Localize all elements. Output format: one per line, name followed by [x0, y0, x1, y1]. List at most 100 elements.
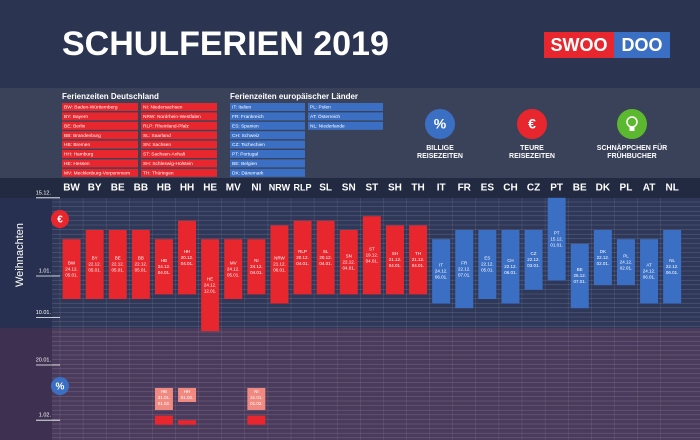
tick-label: 1.01.: [39, 268, 52, 274]
legend-swatch: [308, 103, 383, 111]
column-header: BY: [88, 183, 102, 194]
bar-start: 22.12.: [135, 262, 148, 267]
legend-swatch: [141, 131, 217, 140]
section-icon: [51, 377, 69, 395]
bar-start: 24.12.: [227, 266, 240, 271]
bar-code: NI: [254, 389, 259, 394]
bulb-base: [629, 127, 635, 131]
legend-swatch: [230, 103, 305, 111]
bar-end: 01.02.: [250, 401, 263, 406]
column-header: PL: [620, 183, 633, 194]
bar-code: HH: [184, 389, 191, 394]
badge-label: BILLIGE: [426, 145, 454, 152]
legend-swatch: [141, 103, 217, 111]
legend-item: SH: Schleswig-Holstein: [143, 161, 193, 167]
section-label: Weihnachten: [14, 223, 26, 287]
bar-code: BE: [577, 267, 583, 272]
badge-icon: [517, 109, 547, 139]
column-header: CZ: [527, 183, 540, 194]
legend-swatch: [62, 140, 138, 149]
bar-start: 22.12.: [527, 257, 540, 262]
bar-code: HB: [161, 258, 167, 263]
legend-swatch: [308, 112, 383, 121]
legend-item: PT: Portugal: [232, 152, 258, 158]
bar-start: 20.12.: [181, 255, 194, 260]
tick-label: 1.02.: [39, 413, 52, 419]
bar-end: 04.01.: [319, 261, 332, 266]
column-header: CH: [503, 183, 517, 194]
holiday-bar: [593, 230, 612, 286]
bar-start: 01.02.: [181, 395, 194, 400]
holiday-bar: [247, 415, 266, 425]
holiday-bar: [524, 230, 543, 290]
legend-item: CH: Schweiz: [232, 133, 260, 139]
column-header: AT: [643, 183, 656, 194]
bar-end: 07.01.: [573, 279, 586, 284]
bar-start: 24.12.: [158, 264, 171, 269]
bar-start: 22.12.: [481, 262, 494, 267]
tick-label: 20.01.: [36, 357, 52, 363]
column-header: BE: [573, 183, 587, 194]
bar-code: HH: [184, 249, 191, 254]
column-header: TH: [411, 183, 424, 194]
column-header: HH: [180, 183, 194, 194]
holiday-bar: [178, 220, 197, 295]
legend-item: CZ: Tschechien: [232, 142, 265, 148]
badge-symbol: %: [434, 116, 447, 132]
legend-item: HB: Bremen: [64, 142, 90, 148]
legend-item: BY: Bayern: [64, 114, 88, 120]
legend-item: AT: Österreich: [310, 113, 340, 120]
side-panel: [0, 328, 52, 440]
bar-start: 24.12.: [250, 264, 263, 269]
legend-swatch: [141, 168, 217, 177]
column-header: PT: [550, 183, 563, 194]
holiday-bar: [270, 225, 289, 304]
bar-code: CH: [507, 258, 514, 263]
bar-end: 04.01.: [389, 263, 402, 268]
legend-item: RLP: Rheinland-Pfalz: [143, 123, 189, 129]
legend-swatch: [62, 131, 138, 140]
legend-swatch: [62, 168, 138, 177]
badge-label: SCHNÄPPCHEN FÜR: [597, 143, 667, 152]
tick-label: 15.12.: [36, 190, 52, 196]
section-icon-symbol: %: [56, 382, 65, 393]
column-header: BB: [134, 183, 148, 194]
bar-code: ES: [484, 256, 490, 261]
bar-label-box: [154, 388, 173, 410]
bar-start: 24.12.: [204, 282, 217, 287]
legend-item: HH: Hamburg: [64, 152, 94, 158]
holiday-bar: [616, 239, 635, 286]
legend-item: NI: Niedersachsen: [143, 105, 183, 111]
column-header: BE: [111, 183, 125, 194]
holiday-bar: [201, 239, 220, 332]
legend-item: MV: Mecklenburg-Vorpommern: [64, 170, 131, 176]
bar-start: 22.12.: [342, 259, 355, 264]
bar-code: SN: [346, 253, 352, 258]
bar-label-box: [178, 388, 197, 402]
bar-end: 06.01.: [273, 268, 286, 273]
bar-end: 04.01.: [158, 270, 171, 275]
legend-swatch: [62, 121, 138, 130]
holiday-bar: [478, 230, 497, 299]
column-header: NL: [665, 183, 678, 194]
bar-end: 05.01.: [227, 272, 240, 277]
legend-swatch: [62, 150, 138, 158]
bar-end: 02.01.: [597, 261, 610, 266]
legend-swatch: [230, 168, 305, 177]
section-icon-symbol: €: [57, 215, 63, 226]
bar-end: 03.01.: [527, 263, 540, 268]
bar-code: RLP: [298, 249, 307, 254]
holiday-bar: [570, 243, 589, 309]
bar-start: 22.12.: [111, 262, 124, 267]
bar-code: AT: [646, 263, 652, 268]
legend-title: Ferienzeiten europäischer Länder: [230, 92, 358, 101]
bar-code: IT: [439, 263, 443, 268]
bar-code: DK: [600, 249, 606, 254]
holiday-bar: [547, 197, 566, 281]
bar-end: 05.01.: [135, 268, 148, 273]
logo-text: SWOO: [551, 35, 608, 55]
bar-code: PT: [554, 230, 560, 235]
bar-label-box: [247, 388, 266, 410]
bar-end: 04.01.: [181, 261, 194, 266]
